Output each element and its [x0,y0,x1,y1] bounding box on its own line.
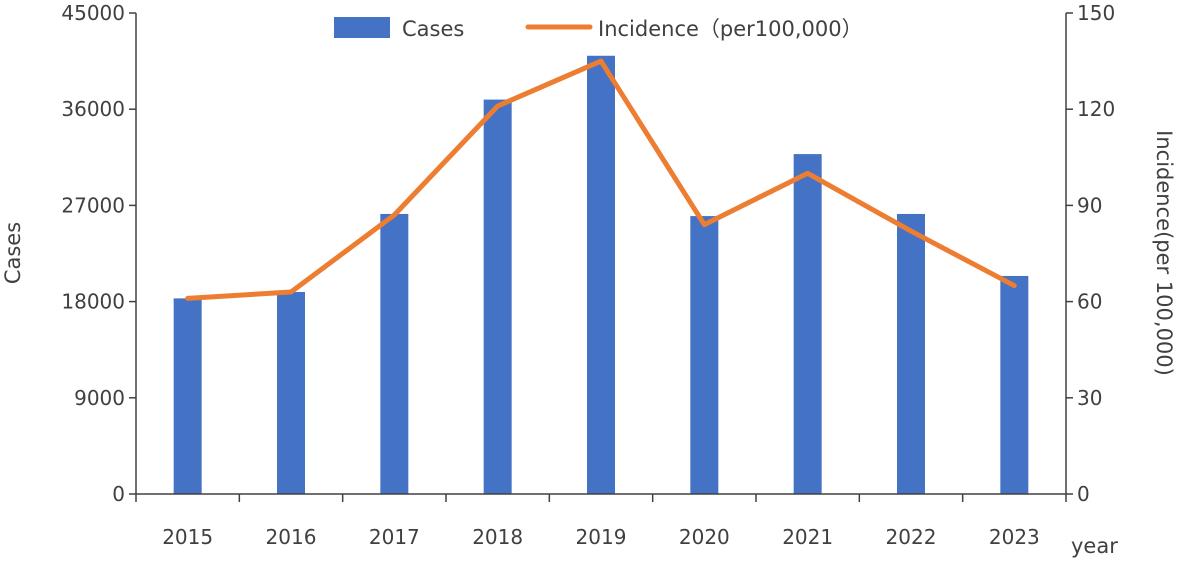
left-tick-label: 27000 [61,193,125,217]
bar-2020 [690,216,719,495]
left-tick-label: 45000 [61,1,125,25]
left-tick-label: 9000 [74,386,125,410]
right-tick-label: 30 [1077,386,1102,410]
x-tick-label: 2015 [162,525,213,549]
x-axis-title: year [1071,534,1118,558]
x-tick-label: 2017 [369,525,420,549]
right-tick-label: 120 [1077,97,1115,121]
legend-bar-swatch [334,17,390,38]
x-tick-label: 2022 [886,525,937,549]
bar-2021 [793,154,822,495]
bar-2018 [483,99,512,494]
bar-2016 [277,291,305,494]
x-tick-label: 2019 [576,525,627,549]
incidence-line [185,58,1017,301]
legend-label-incidence: Incidence（per100,000） [598,17,863,41]
legend: Cases Incidence（per100,000） [334,17,863,41]
right-tick-label: 150 [1077,1,1115,25]
left-tick-label: 0 [112,482,125,506]
right-tick-label: 90 [1077,193,1102,217]
y-axis-title: Cases [1,222,25,284]
right-ticks-group: 0 30 60 90 120 150 [1066,1,1115,506]
x-tick-label: 2018 [472,525,523,549]
axes-group [135,13,1067,495]
right-tick-label: 0 [1077,482,1090,506]
line-group [185,58,1017,301]
x-tick-label: 2020 [679,525,730,549]
bar-2019 [587,55,615,494]
x-tick-label: 2023 [989,525,1040,549]
bar-2022 [897,213,925,494]
x-tick-label: 2021 [782,525,833,549]
bars-group [173,55,1029,495]
x-ticks-group: 2015 2016 2017 2018 2019 2020 2021 2022 2023 [135,494,1067,549]
right-tick-label: 60 [1077,290,1102,314]
legend-label-cases: Cases [402,17,464,41]
left-tick-label: 36000 [61,97,125,121]
left-tick-label: 18000 [61,290,125,314]
y2-axis-title: Incidence(per 100,000) [1152,130,1176,376]
bar-2015 [173,298,202,494]
x-tick-label: 2016 [266,525,317,549]
bar-2023 [1000,275,1029,494]
left-ticks-group: 0 9000 18000 27000 36000 45000 [61,1,136,506]
bar-2017 [380,213,409,494]
